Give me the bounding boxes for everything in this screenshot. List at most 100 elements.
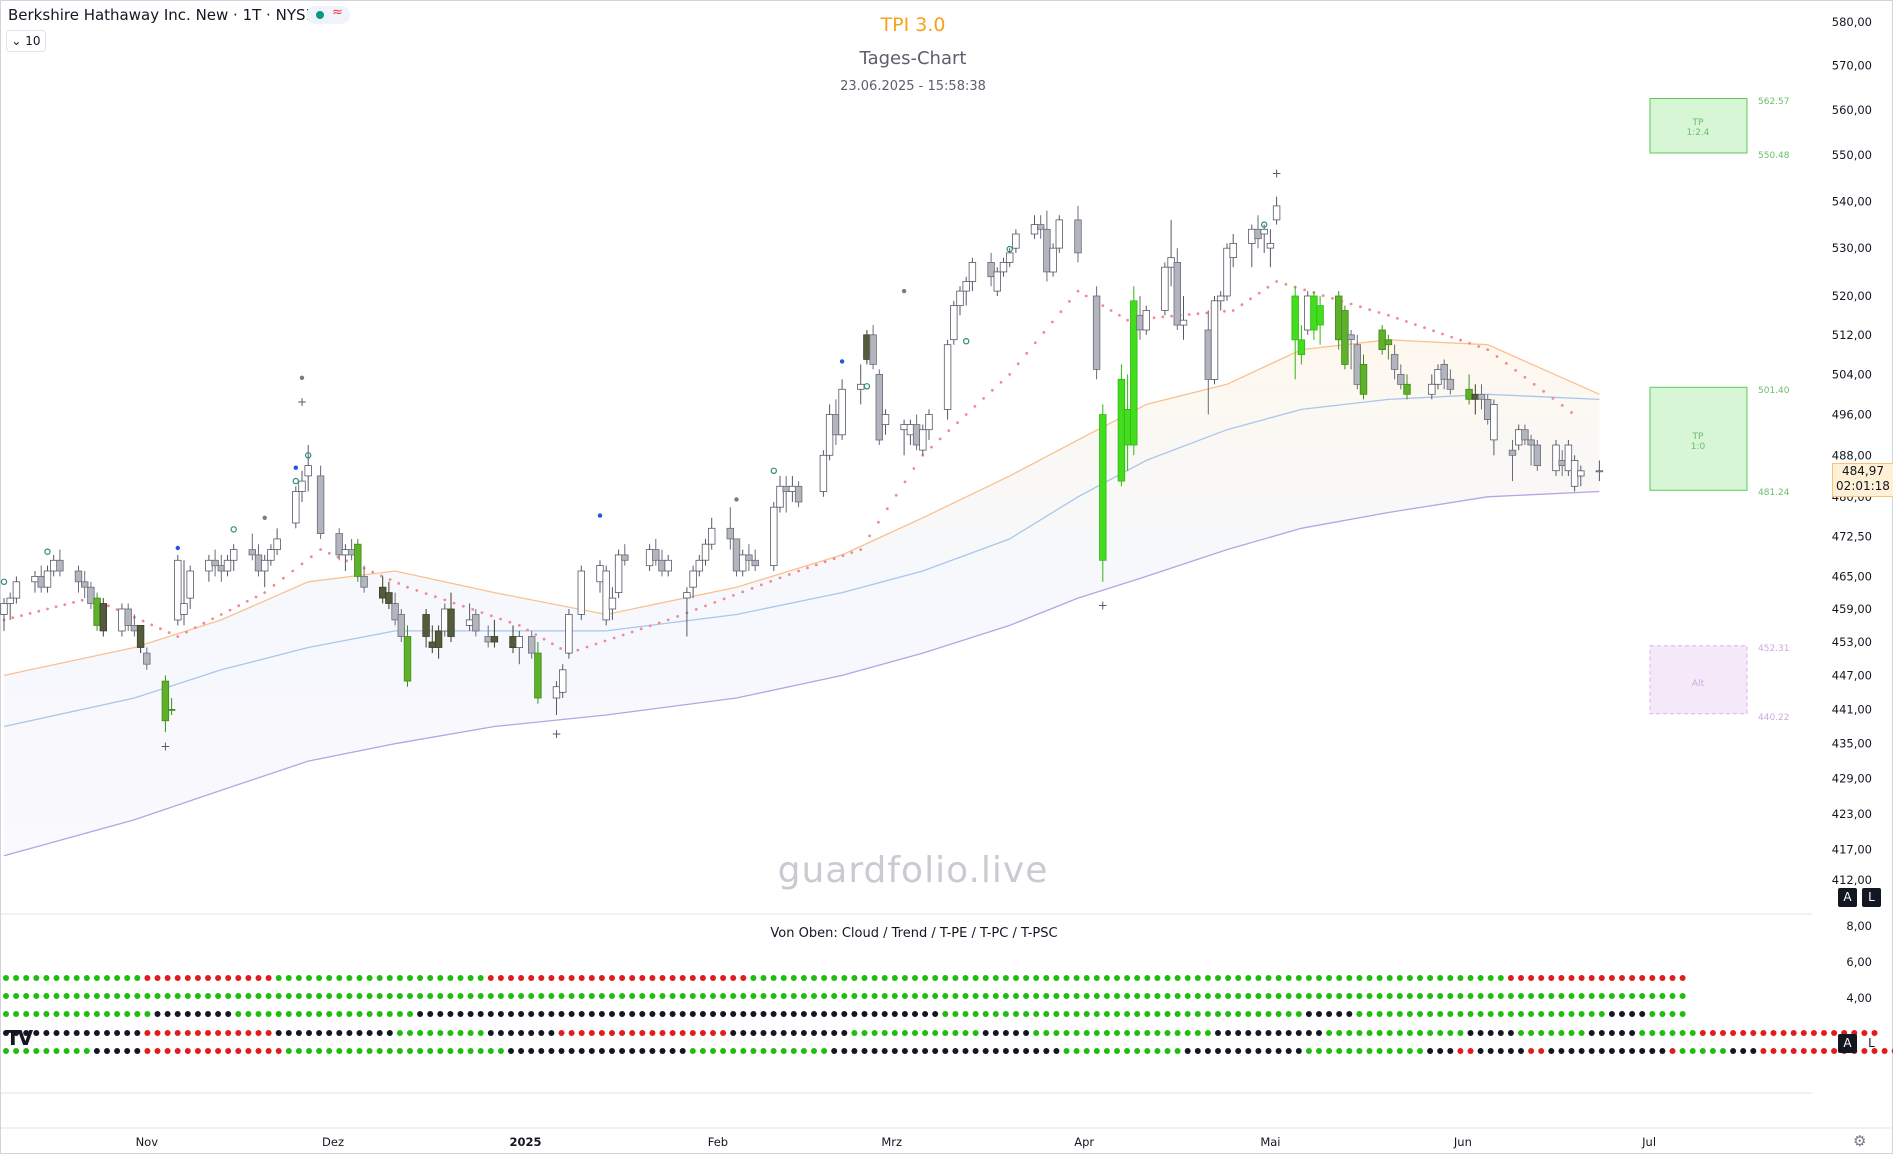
subpanel-dot-cloud xyxy=(1103,975,1110,981)
subpanel-dot-t-pe xyxy=(1528,1011,1535,1017)
trail-stop-dot xyxy=(938,437,942,441)
subpanel-dot-cloud xyxy=(467,975,474,981)
candle-body xyxy=(205,559,213,572)
subpanel-dot-t-pc xyxy=(1043,1030,1050,1036)
subpanel-dot-t-psc xyxy=(669,1048,676,1054)
time-axis-label: Jun xyxy=(1453,1135,1472,1149)
candle-body xyxy=(956,290,964,307)
trail-stop-dot xyxy=(1377,311,1381,314)
candle-body xyxy=(1006,252,1014,263)
candle-body xyxy=(1353,344,1361,385)
subpanel-dot-t-pe xyxy=(1518,1011,1524,1017)
candle-body xyxy=(919,429,927,451)
time-axis[interactable]: Nov Dez 2025 Feb Mrz Apr Mai Jun Jul xyxy=(136,1135,1656,1149)
auto-scale-button[interactable]: A xyxy=(1838,888,1857,907)
price-axis[interactable]: 580,00 570,00 560,00 550,00 540,00 530,00 520,… xyxy=(1832,15,1872,887)
subpanel-dot-cloud xyxy=(912,975,918,981)
subpanel-dot-t-psc xyxy=(154,1048,161,1054)
subpanel-dot-trend xyxy=(1144,993,1151,999)
subpanel-dot-t-psc xyxy=(1023,1048,1030,1054)
subpanel-dot-t-psc xyxy=(1235,1048,1242,1054)
candle-body xyxy=(1049,247,1057,273)
subpanel-dot-t-pc xyxy=(790,1030,797,1036)
subpanel-dot-t-pe xyxy=(255,1011,262,1017)
subpanel-dot-t-pc xyxy=(1477,1030,1484,1036)
candle-body xyxy=(739,554,747,572)
candle-body xyxy=(869,334,877,365)
subpanel-dot-t-pc xyxy=(1831,1030,1838,1036)
subpanel-dot-t-psc xyxy=(285,1048,292,1054)
subpanel-auto-scale-button[interactable]: A xyxy=(1838,1034,1857,1053)
subpanel-dot-t-pc xyxy=(1124,1030,1131,1036)
candle-body xyxy=(186,570,194,599)
subpanel-dot-trend xyxy=(215,993,222,999)
target-zones xyxy=(1649,98,1748,715)
subpanel-dot-cloud xyxy=(477,975,484,981)
trail-stop-dot xyxy=(657,621,661,625)
subpanel-dot-t-psc xyxy=(689,1048,696,1054)
subpanel-dot-cloud xyxy=(518,975,525,981)
subpanel-dot-t-pc xyxy=(13,1030,20,1036)
subpanel-dot-trend xyxy=(13,993,20,999)
trail-stop-dot xyxy=(263,591,267,594)
subpanel-dot-t-pe xyxy=(275,1011,282,1017)
subpanel-dot-t-psc xyxy=(1356,1048,1363,1054)
log-scale-button[interactable]: L xyxy=(1862,888,1881,907)
subpanel-dot-t-psc xyxy=(1457,1048,1464,1054)
circle-marker xyxy=(305,452,312,459)
symbol-title[interactable]: Berkshire Hathaway Inc. New · 1T · NYSE xyxy=(8,6,315,24)
subpanel-dot-t-pc xyxy=(1093,1030,1100,1036)
time-axis-label: Mai xyxy=(1260,1135,1280,1149)
subpanel-dot-cloud xyxy=(1295,975,1302,981)
time-axis-label: Apr xyxy=(1074,1135,1094,1149)
subpanel-dot-t-psc xyxy=(912,1048,918,1054)
subpanel-dot-cloud xyxy=(1225,975,1232,981)
subpanel-log-scale-button[interactable]: L xyxy=(1868,1036,1875,1050)
tradingview-logo[interactable]: TV xyxy=(6,1026,33,1050)
subpanel-dot-t-pe xyxy=(1548,1011,1555,1017)
subpanel-dot-t-pe xyxy=(558,1011,565,1017)
subpanel-dot-t-pe xyxy=(1427,1011,1434,1017)
subpanel-dot-t-psc xyxy=(1083,1048,1090,1054)
subpanel-dot-t-pc xyxy=(255,1030,262,1036)
subpanel-dot-t-psc xyxy=(548,1048,555,1054)
subpanel-dot-t-pc xyxy=(1427,1030,1434,1036)
subpanel-dot-t-psc xyxy=(1497,1048,1504,1054)
subpanel-dot-trend xyxy=(326,993,333,999)
subpanel-dot-cloud xyxy=(1033,975,1040,981)
subpanel-dot-t-pe xyxy=(629,1011,636,1017)
subpanel-dot-cloud xyxy=(699,975,706,981)
subpanel-dot-t-pe xyxy=(1134,1011,1141,1017)
subpanel-dot-t-psc xyxy=(851,1048,858,1054)
subpanel-dot-t-psc xyxy=(1871,1048,1878,1054)
subpanel-dot-t-pc xyxy=(1497,1030,1504,1036)
gear-icon[interactable]: ⚙ xyxy=(1853,1132,1867,1150)
subpanel-dot-t-pc xyxy=(1871,1030,1878,1036)
chevron-down-icon: ⌄ xyxy=(11,34,22,48)
price-tick-label: 441,00 xyxy=(1832,702,1872,716)
subpanel-dot-t-psc xyxy=(992,1048,999,1054)
trail-stop-dot xyxy=(797,569,800,573)
subpanel-dot-t-pe xyxy=(1558,1011,1565,1017)
indicator-toggle-button[interactable]: ⌄ 10 xyxy=(6,30,46,52)
subpanel-dot-cloud xyxy=(326,975,333,981)
subpanel-dot-t-pe xyxy=(13,1011,20,1017)
subpanel-dot-trend xyxy=(740,993,747,999)
subpanel-dot-t-pc xyxy=(992,1030,999,1036)
subpanel-dot-t-pc xyxy=(699,1030,706,1036)
trail-stop-dot xyxy=(1495,355,1499,358)
subpanel-dot-t-pc xyxy=(508,1030,514,1036)
subpanel-dot-t-pe xyxy=(932,1011,939,1017)
trail-stop-dot xyxy=(1321,294,1325,297)
subpanel-dot-trend xyxy=(982,993,989,999)
price-tick-label: 504,00 xyxy=(1832,367,1872,381)
indicator-count: 10 xyxy=(25,34,41,48)
candle-body xyxy=(167,709,176,711)
subpanel-dot-t-pc xyxy=(740,1030,747,1036)
market-status-badge[interactable]: ≈ xyxy=(306,5,350,24)
subpanel-dot-cloud xyxy=(164,975,171,981)
candle-body xyxy=(552,686,561,699)
subpanel-dot-t-pc xyxy=(275,1030,282,1036)
target-zone-0 xyxy=(1649,98,1748,154)
